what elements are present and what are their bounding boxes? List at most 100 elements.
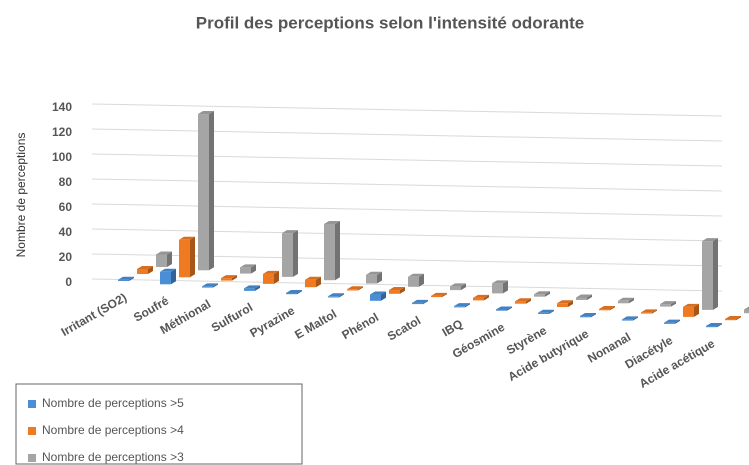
bar-front	[492, 283, 503, 294]
bar-top	[324, 220, 340, 224]
grid-line	[91, 253, 723, 267]
bar-side	[736, 315, 741, 321]
bar-side	[232, 275, 237, 281]
legend-label: Nombre de perceptions >4	[42, 423, 184, 437]
bar-top	[725, 315, 741, 319]
bar-front	[370, 294, 381, 301]
y-tick-label: 140	[52, 100, 72, 114]
bar-front	[412, 302, 423, 305]
bar-top	[366, 271, 382, 275]
bar-front	[496, 309, 507, 311]
bar	[538, 309, 554, 314]
bar-side	[610, 306, 615, 311]
y-axis-label: Nombre de perceptions	[14, 133, 28, 258]
bar	[580, 313, 596, 318]
bar-front	[664, 322, 675, 324]
y-tick-label: 40	[59, 225, 73, 239]
bar-front	[515, 301, 526, 304]
bar-top	[221, 275, 237, 279]
bar-side	[129, 276, 134, 281]
bar	[324, 220, 340, 281]
bar-side	[545, 291, 550, 297]
bar-top	[412, 299, 428, 303]
y-tick-label: 80	[59, 175, 73, 189]
bar-front	[156, 254, 167, 267]
legend-swatch	[28, 427, 36, 435]
bar	[557, 300, 573, 307]
bar-side	[465, 303, 470, 308]
bar-side	[400, 287, 405, 294]
bar-top	[534, 291, 550, 295]
x-tick-label: Scatol	[385, 313, 423, 343]
bar-top	[431, 292, 447, 296]
x-tick-label: IBQ	[440, 317, 465, 340]
bar	[576, 294, 592, 300]
bar	[286, 289, 302, 295]
bar-top	[137, 266, 153, 269]
x-tick-label: Phénol	[339, 310, 381, 342]
bar-side	[148, 266, 153, 274]
bar-top	[454, 303, 470, 307]
bar-front	[454, 306, 465, 308]
bar-front	[576, 297, 587, 300]
bar-side	[293, 230, 298, 277]
bar	[618, 297, 634, 304]
bar-front	[198, 114, 209, 271]
bar	[492, 280, 508, 294]
bar	[198, 111, 214, 271]
bar-front	[179, 239, 190, 278]
bar	[118, 276, 134, 281]
bar-top	[263, 270, 279, 274]
bar	[412, 299, 428, 305]
bar-side	[423, 299, 428, 305]
bar-front	[599, 309, 610, 311]
bar-front	[702, 241, 713, 310]
bar-side	[274, 270, 279, 284]
bar-top	[160, 268, 176, 272]
bar-top	[664, 319, 680, 323]
bar	[534, 291, 550, 297]
bar-top	[370, 291, 386, 295]
bar-side	[671, 301, 676, 307]
bar-front	[408, 276, 419, 287]
bar-side	[251, 264, 256, 274]
bar	[431, 292, 447, 298]
bar	[744, 306, 749, 314]
bar-front	[618, 300, 629, 304]
bar-side	[694, 303, 699, 317]
grid-line	[91, 228, 723, 242]
bar-side	[549, 309, 554, 314]
bar	[160, 268, 176, 285]
grid-line	[91, 278, 723, 292]
bar	[240, 264, 256, 274]
bar-top	[450, 283, 466, 287]
bar-front	[683, 306, 694, 317]
x-tick-label: E Maltol	[292, 307, 339, 342]
bar	[370, 291, 386, 301]
bar-top	[156, 251, 172, 255]
bar	[282, 230, 298, 277]
bar-side	[297, 289, 302, 295]
bar-front	[660, 304, 671, 307]
y-tick-label: 20	[59, 250, 73, 264]
bar-top	[347, 286, 363, 290]
bar-top	[198, 111, 214, 115]
bar-side	[587, 294, 592, 300]
bar-side	[335, 220, 340, 281]
bar-side	[713, 238, 718, 310]
bar-top	[576, 294, 592, 298]
bar-side	[503, 280, 508, 294]
grid-line	[91, 153, 723, 167]
bar-front	[347, 289, 358, 291]
bar	[515, 298, 531, 304]
bar-side	[209, 111, 214, 271]
bar	[202, 283, 218, 288]
grid-line	[91, 103, 723, 117]
bar	[244, 285, 260, 291]
bar-front	[725, 318, 736, 321]
y-tick-label: 0	[65, 275, 72, 289]
bar	[347, 286, 363, 291]
bar-front	[118, 279, 129, 281]
bar-top	[202, 283, 218, 287]
